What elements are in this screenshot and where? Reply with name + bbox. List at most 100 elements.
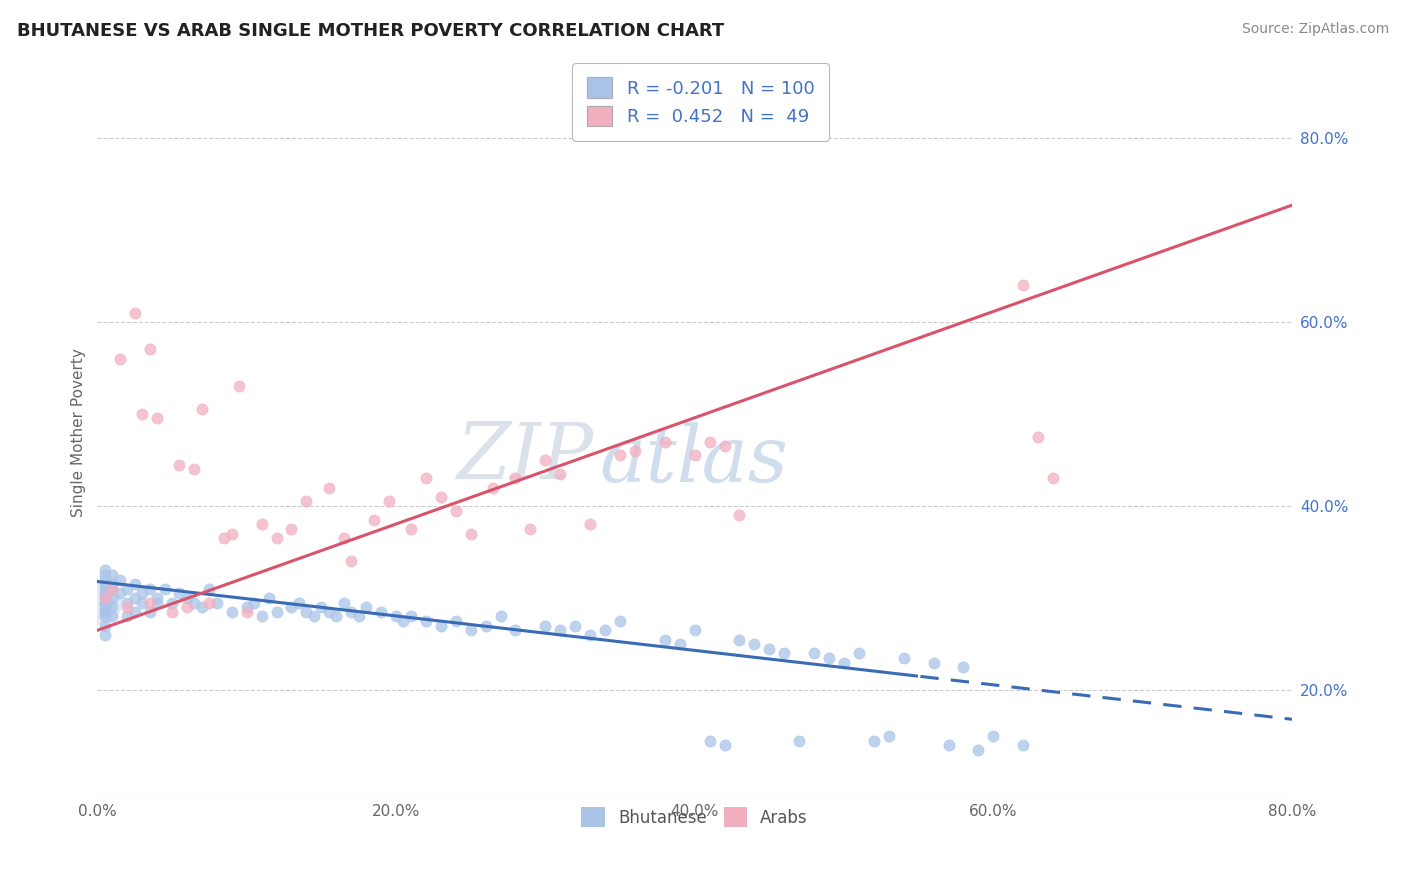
Point	[235, 600, 257, 615]
Point	[94, 596, 117, 610]
Point	[460, 526, 482, 541]
Point	[683, 448, 706, 462]
Point	[146, 411, 169, 425]
Point	[818, 651, 841, 665]
Point	[108, 351, 131, 366]
Point	[89, 596, 111, 610]
Point	[183, 462, 205, 476]
Point	[94, 628, 117, 642]
Point	[392, 614, 415, 628]
Point	[302, 609, 325, 624]
Point	[101, 600, 124, 615]
Point	[832, 656, 855, 670]
Point	[318, 481, 340, 495]
Point	[325, 609, 347, 624]
Point	[191, 600, 214, 615]
Point	[221, 526, 243, 541]
Point	[444, 614, 467, 628]
Point	[893, 651, 915, 665]
Point	[430, 490, 453, 504]
Point	[138, 582, 160, 596]
Point	[534, 618, 557, 632]
Point	[415, 471, 437, 485]
Point	[295, 605, 318, 619]
Point	[967, 743, 990, 757]
Point	[713, 739, 735, 753]
Point	[146, 591, 169, 605]
Point	[94, 586, 117, 600]
Point	[183, 596, 205, 610]
Point	[101, 582, 124, 596]
Point	[169, 458, 191, 472]
Point	[243, 596, 266, 610]
Point	[124, 605, 146, 619]
Point	[848, 646, 870, 660]
Point	[198, 582, 221, 596]
Point	[385, 609, 408, 624]
Point	[153, 582, 176, 596]
Point	[460, 624, 482, 638]
Text: BHUTANESE VS ARAB SINGLE MOTHER POVERTY CORRELATION CHART: BHUTANESE VS ARAB SINGLE MOTHER POVERTY …	[17, 22, 724, 40]
Point	[548, 624, 571, 638]
Point	[94, 618, 117, 632]
Point	[1026, 430, 1049, 444]
Point	[877, 729, 900, 743]
Point	[191, 402, 214, 417]
Point	[399, 609, 422, 624]
Point	[318, 605, 340, 619]
Point	[138, 605, 160, 619]
Point	[280, 600, 302, 615]
Point	[94, 605, 117, 619]
Point	[108, 586, 131, 600]
Point	[101, 609, 124, 624]
Point	[214, 531, 236, 545]
Point	[354, 600, 377, 615]
Point	[474, 618, 496, 632]
Point	[205, 596, 228, 610]
Point	[101, 582, 124, 596]
Point	[482, 481, 505, 495]
Point	[624, 443, 647, 458]
Point	[773, 646, 796, 660]
Point	[266, 605, 288, 619]
Legend: Bhutanese, Arabs: Bhutanese, Arabs	[574, 799, 817, 835]
Point	[94, 568, 117, 582]
Point	[250, 517, 273, 532]
Point	[94, 609, 117, 624]
Point	[124, 591, 146, 605]
Point	[505, 471, 527, 485]
Point	[228, 379, 250, 393]
Point	[377, 494, 399, 508]
Point	[654, 434, 676, 449]
Point	[370, 605, 392, 619]
Point	[311, 600, 333, 615]
Text: Source: ZipAtlas.com: Source: ZipAtlas.com	[1241, 22, 1389, 37]
Point	[280, 522, 302, 536]
Point	[131, 586, 153, 600]
Text: ZIP: ZIP	[456, 419, 593, 496]
Point	[288, 596, 311, 610]
Point	[176, 600, 198, 615]
Point	[94, 564, 117, 578]
Point	[115, 596, 138, 610]
Point	[579, 628, 602, 642]
Point	[534, 453, 557, 467]
Point	[198, 596, 221, 610]
Point	[169, 586, 191, 600]
Point	[1012, 739, 1035, 753]
Point	[295, 494, 318, 508]
Point	[124, 577, 146, 591]
Point	[1012, 277, 1035, 292]
Point	[399, 522, 422, 536]
Point	[340, 605, 363, 619]
Point	[221, 605, 243, 619]
Point	[430, 618, 453, 632]
Point	[94, 600, 117, 615]
Point	[744, 637, 766, 651]
Point	[115, 609, 138, 624]
Point	[803, 646, 825, 660]
Point	[257, 591, 280, 605]
Point	[758, 641, 780, 656]
Point	[579, 517, 602, 532]
Point	[1042, 471, 1064, 485]
